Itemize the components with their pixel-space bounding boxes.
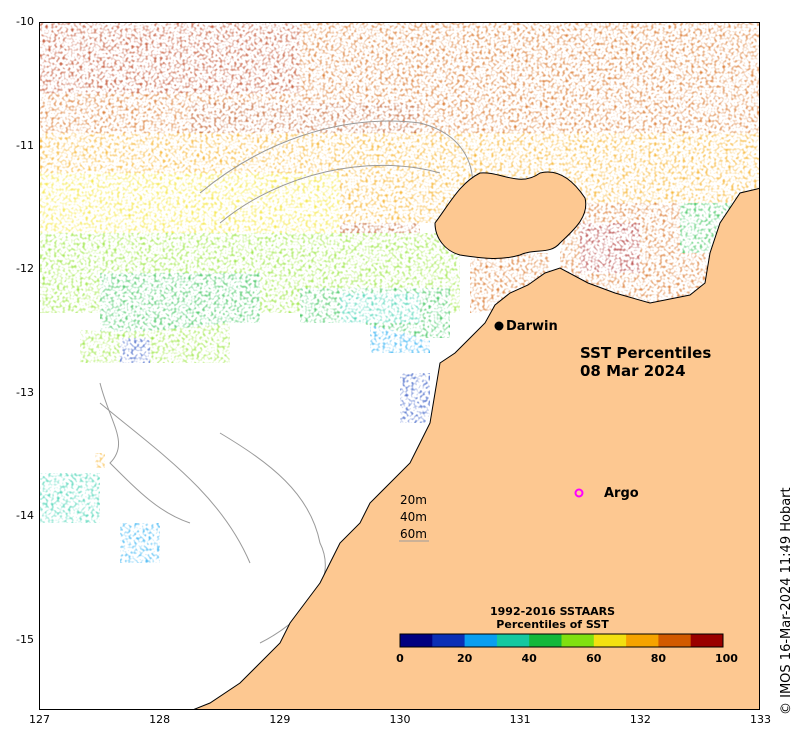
depth-legend-60m: 60m [400,527,427,541]
colorbar-swatch [626,634,659,647]
colorbar-swatch [432,634,466,647]
colorbar-title-line1: 1992-2016 SSTAARS [490,605,616,618]
map-title: SST Percentiles 08 Mar 2024 [580,344,711,380]
map-title-date: 08 Mar 2024 [580,362,686,380]
colorbar-swatch [464,634,498,647]
longitude-tick-label: 128 [149,713,171,726]
colorbar-title: 1992-2016 SSTAARS Percentiles of SST [490,605,615,631]
colorbar-tick-label: 80 [650,652,667,665]
colorbar-swatch [400,634,433,647]
colorbar-swatch [496,634,530,647]
colorbar-tick-label: 0 [396,652,404,665]
coastline [193,187,759,709]
argo-marker [574,488,584,498]
colorbar-swatch [658,634,692,647]
map-frame: Darwin Argo SST Percentiles 08 Mar 2024 … [39,22,760,710]
colorbar-title-line2: Percentiles of SST [496,618,609,631]
map-title-line1: SST Percentiles [580,344,712,362]
colorbar-tick-label: 40 [521,652,537,665]
imos-credit: © IMOS 16-Mar-2024 11:49 Hobart [779,487,794,715]
colorbar [399,633,724,648]
longitude-tick-label: 130 [389,713,411,726]
argo-label: Argo [604,486,639,501]
colorbar-outline [399,633,724,648]
depth-legend-40m: 40m [400,510,427,524]
darwin-marker [494,321,504,331]
sst-map [40,23,759,709]
darwin-label: Darwin [506,319,558,334]
melville-island [434,171,587,259]
latitude-tick-label: -14 [16,509,34,522]
latitude-tick-label: -15 [16,632,34,646]
colorbar-swatch [690,634,724,647]
depth-legend-20m: 20m [400,493,427,507]
colorbar-tick-label: 60 [586,652,602,665]
bathymetry-contours [99,120,474,644]
depth-legend: 20m 40m 60m [400,492,427,543]
latitude-tick-label: -11 [16,138,34,152]
colorbar-swatch [593,634,627,647]
colorbar-swatch [529,634,562,647]
latitude-tick-label: -12 [16,262,34,275]
colorbar-tick-label: 100 [715,652,738,665]
longitude-tick-label: 131 [509,713,531,726]
colorbar-swatch [561,634,595,647]
longitude-tick-label: 129 [269,713,291,726]
colorbar-tick-label: 20 [456,652,473,665]
longitude-tick-label: 133 [750,713,771,726]
longitude-tick-label: 132 [629,713,651,726]
longitude-tick-label: 127 [29,713,50,726]
latitude-tick-label: -10 [16,15,34,28]
latitude-tick-label: -13 [16,385,34,399]
